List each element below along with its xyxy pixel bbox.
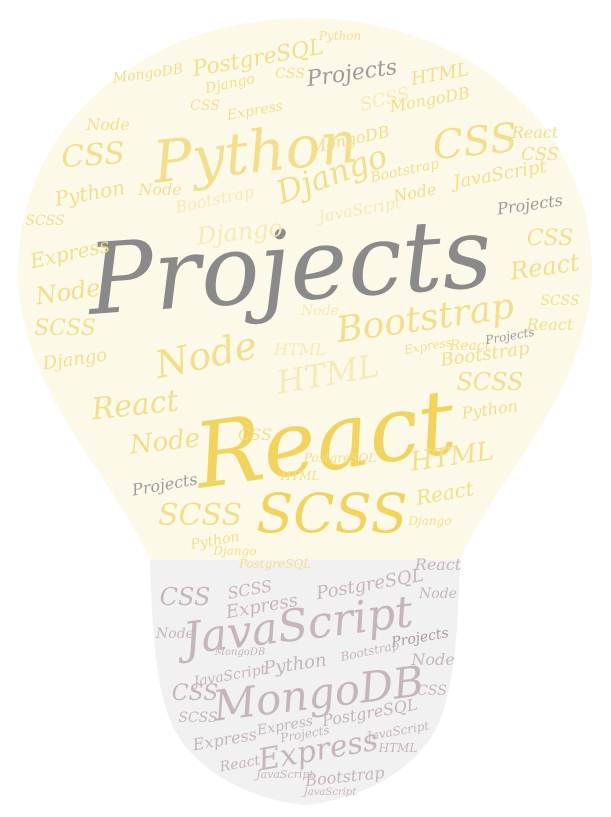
word-css: CSS	[60, 136, 126, 175]
bulb-shape	[18, 18, 592, 560]
word-css: CSS	[160, 583, 211, 611]
word-django: Django	[212, 544, 256, 558]
word-html: HTML	[378, 741, 418, 755]
bulb-base-shape	[150, 560, 460, 805]
word-css: CSS	[172, 681, 219, 706]
word-projects-title: Projects	[82, 196, 496, 338]
word-html: HTML	[273, 340, 326, 359]
word-scss: SCSS	[456, 368, 523, 396]
word-node: Node	[410, 650, 454, 669]
word-css: CSS	[275, 66, 305, 82]
word-scss: SCSS	[158, 498, 242, 533]
word-mongodb: MongoDB	[214, 647, 266, 658]
word-css: CSS	[238, 425, 272, 444]
word-node: Node	[155, 626, 194, 642]
word-scss: SCSS	[34, 316, 96, 341]
word-css: CSS	[521, 144, 559, 165]
word-css: CSS	[417, 683, 447, 699]
word-react: React	[218, 753, 262, 776]
word-html: HTML	[280, 469, 320, 483]
word-node: Node	[85, 115, 129, 134]
word-scss-big: SCSS	[256, 482, 407, 545]
word-css: CSS	[190, 98, 220, 114]
word-react: React	[511, 123, 559, 142]
word-scss: SCSS	[178, 710, 217, 726]
word-node: Node	[137, 180, 181, 199]
word-node: Node	[300, 303, 339, 319]
word-postgresql: PostgreSQL	[238, 557, 311, 571]
word-css-big: CSS	[430, 115, 519, 170]
word-react: React	[449, 338, 491, 354]
word-javascript: JavaScript	[302, 787, 357, 798]
word-django: Django	[407, 514, 451, 528]
word-postgresql: PostgreSQL	[303, 451, 376, 465]
word-scss: SCSS	[540, 293, 579, 309]
word-node: Node	[418, 586, 457, 602]
word-python: Python	[318, 29, 361, 43]
word-scss: SCSS	[25, 213, 64, 229]
word-react: React	[526, 315, 574, 334]
word-javascript: JavaScript	[254, 768, 314, 781]
word-node: Node	[127, 423, 201, 460]
word-css: CSS	[527, 226, 574, 251]
word-react: React	[414, 555, 462, 574]
